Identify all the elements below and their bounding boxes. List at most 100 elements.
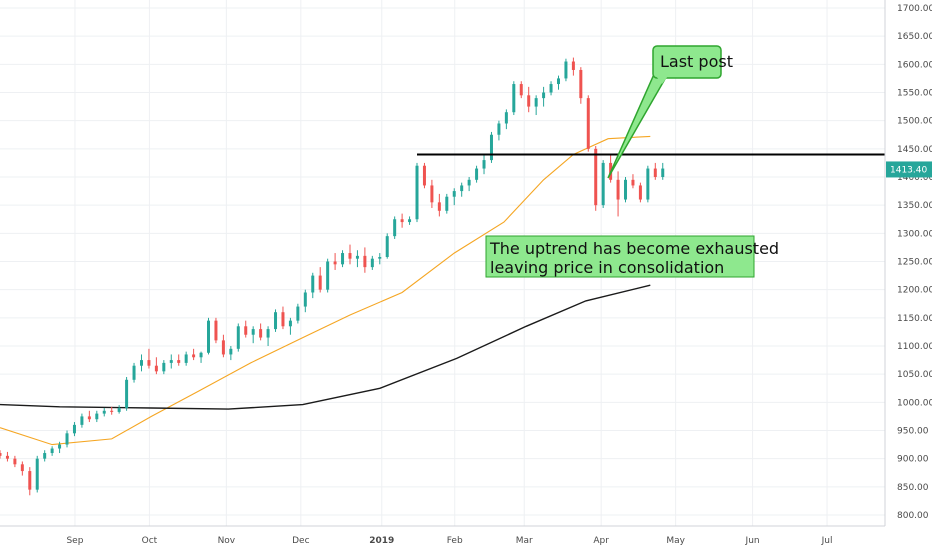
- candle[interactable]: [5, 451, 9, 462]
- candle[interactable]: [95, 410, 99, 423]
- candle[interactable]: [624, 177, 628, 203]
- candle[interactable]: [117, 405, 121, 414]
- candle-body: [199, 352, 203, 358]
- x-tick-label: Nov: [218, 536, 236, 546]
- candle[interactable]: [571, 57, 575, 76]
- candle[interactable]: [326, 258, 330, 293]
- last-post-callout[interactable]: Last post: [607, 45, 733, 179]
- candle[interactable]: [378, 253, 382, 265]
- candle[interactable]: [512, 81, 516, 116]
- candle[interactable]: [0, 450, 2, 459]
- candle[interactable]: [20, 461, 24, 476]
- candle[interactable]: [207, 317, 211, 355]
- candle[interactable]: [415, 162, 419, 223]
- candle[interactable]: [72, 422, 76, 437]
- candle[interactable]: [333, 253, 337, 270]
- candle[interactable]: [579, 67, 583, 104]
- candle[interactable]: [177, 354, 181, 366]
- candle[interactable]: [311, 272, 315, 299]
- y-tick-label: 950.00: [897, 427, 929, 437]
- candle[interactable]: [184, 351, 188, 366]
- candle[interactable]: [594, 146, 598, 211]
- candle[interactable]: [475, 165, 479, 183]
- candle[interactable]: [50, 446, 54, 456]
- candle[interactable]: [35, 455, 39, 493]
- candle[interactable]: [169, 354, 173, 369]
- candle[interactable]: [408, 216, 412, 225]
- candle[interactable]: [661, 162, 665, 180]
- candle[interactable]: [125, 376, 129, 411]
- candle[interactable]: [318, 267, 322, 293]
- candle[interactable]: [370, 255, 374, 270]
- candle[interactable]: [556, 75, 560, 90]
- candle[interactable]: [221, 334, 225, 358]
- candle[interactable]: [192, 348, 196, 361]
- candle[interactable]: [400, 213, 404, 228]
- candle[interactable]: [653, 162, 657, 180]
- candle[interactable]: [504, 109, 508, 130]
- candle[interactable]: [385, 233, 389, 259]
- candle[interactable]: [251, 326, 255, 344]
- candle[interactable]: [199, 351, 203, 363]
- candle[interactable]: [564, 58, 568, 82]
- candle[interactable]: [43, 450, 47, 462]
- candle[interactable]: [266, 326, 270, 346]
- candles[interactable]: [0, 57, 665, 496]
- candle[interactable]: [147, 348, 151, 369]
- candle[interactable]: [519, 81, 523, 99]
- candle[interactable]: [460, 182, 464, 197]
- candle[interactable]: [437, 193, 441, 217]
- candle[interactable]: [80, 413, 84, 428]
- candle[interactable]: [259, 323, 263, 341]
- candle[interactable]: [281, 306, 285, 330]
- candle[interactable]: [274, 309, 278, 332]
- candle[interactable]: [102, 407, 106, 417]
- candle[interactable]: [288, 317, 292, 335]
- candle[interactable]: [638, 182, 642, 203]
- candle[interactable]: [132, 362, 136, 383]
- candle[interactable]: [616, 171, 620, 217]
- y-axis[interactable]: 1700.00 1650.00 1600.00 1550.00 1500.00 1450.…: [884, 0, 932, 526]
- candle[interactable]: [631, 174, 635, 189]
- candle[interactable]: [355, 250, 359, 268]
- candle[interactable]: [534, 95, 538, 116]
- consolidation-callout[interactable]: The uptrend has become exhausted leaving…: [485, 235, 779, 278]
- candle[interactable]: [393, 216, 397, 239]
- candle[interactable]: [445, 193, 449, 214]
- candle[interactable]: [58, 441, 62, 454]
- candle[interactable]: [214, 317, 218, 344]
- candle[interactable]: [646, 165, 650, 203]
- candle[interactable]: [527, 86, 531, 113]
- candle[interactable]: [13, 455, 17, 468]
- candle[interactable]: [601, 160, 605, 208]
- candle[interactable]: [497, 120, 501, 141]
- candle[interactable]: [296, 303, 300, 324]
- candle[interactable]: [244, 320, 248, 338]
- x-axis[interactable]: Sep Oct Nov Dec 2019 Feb Mar Apr May Jun Jul: [0, 525, 885, 546]
- last-price-tag[interactable]: 1413.40: [886, 161, 932, 178]
- candle[interactable]: [549, 81, 553, 96]
- candle[interactable]: [489, 131, 493, 163]
- candle[interactable]: [65, 430, 69, 448]
- candle[interactable]: [430, 179, 434, 208]
- candle[interactable]: [28, 467, 32, 496]
- candle[interactable]: [229, 346, 233, 361]
- candle[interactable]: [452, 188, 456, 206]
- candle[interactable]: [482, 154, 486, 175]
- candle[interactable]: [162, 360, 166, 375]
- candle[interactable]: [586, 95, 590, 152]
- candle[interactable]: [348, 244, 352, 265]
- candle[interactable]: [139, 354, 143, 372]
- candle[interactable]: [422, 162, 426, 189]
- candle[interactable]: [363, 247, 367, 273]
- candle[interactable]: [303, 289, 307, 313]
- candle[interactable]: [542, 86, 546, 107]
- candle[interactable]: [236, 323, 240, 352]
- candle[interactable]: [154, 357, 158, 375]
- candle[interactable]: [467, 177, 471, 192]
- candle[interactable]: [110, 406, 114, 415]
- candle[interactable]: [87, 410, 91, 423]
- candle[interactable]: [341, 250, 345, 268]
